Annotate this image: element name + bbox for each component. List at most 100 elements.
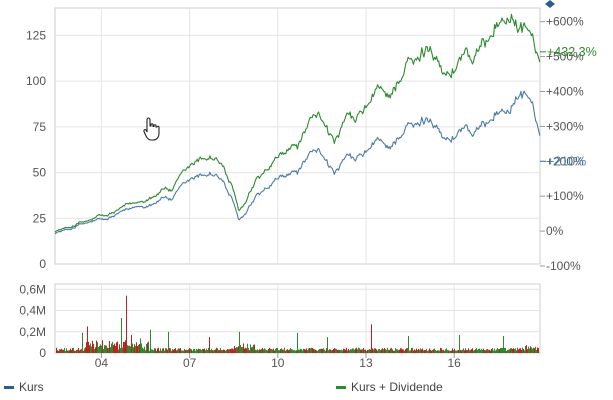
volume-bar [221, 350, 222, 353]
volume-bar [474, 350, 475, 353]
volume-bar [375, 348, 376, 353]
volume-bar [505, 347, 506, 353]
volume-bar [188, 349, 189, 353]
volume-bar [80, 349, 81, 353]
volume-bar [76, 350, 77, 353]
volume-bar [432, 350, 433, 353]
volume-bar [331, 350, 332, 353]
volume-bar [265, 349, 266, 353]
volume-bar [272, 349, 273, 353]
volume-bar [449, 350, 450, 353]
volume-bar [520, 348, 521, 353]
volume-bar [427, 350, 428, 353]
volume-bar [168, 331, 169, 353]
volume-bar [275, 348, 276, 353]
volume-bar [223, 349, 224, 353]
volume-bar [391, 347, 392, 353]
volume-bar [359, 348, 360, 353]
volume-bar [73, 347, 74, 353]
volume-bar [413, 350, 414, 353]
volume-bar [333, 349, 334, 353]
volume-bar [277, 347, 278, 353]
volume-bar [298, 349, 299, 353]
volume-bar [254, 344, 255, 353]
volume-bar [266, 350, 267, 353]
volume-bar [291, 349, 292, 353]
volume-bar [448, 350, 449, 353]
volume-bar [470, 349, 471, 353]
volume-bar [182, 350, 183, 353]
y2-tick-label-500: +500% [546, 50, 584, 64]
volume-bar [458, 349, 459, 353]
annotations: +432,3% +210% [540, 45, 597, 168]
volume-bar [436, 350, 437, 353]
volume-bar [134, 344, 135, 353]
volume-bar [90, 343, 91, 353]
volume-bar [104, 345, 105, 353]
volume-bar [217, 348, 218, 353]
volume-bar [286, 349, 287, 353]
volume-bar [420, 348, 421, 353]
volume-bar [63, 349, 64, 353]
volume-bar [215, 349, 216, 353]
volume-bar [374, 348, 375, 353]
volume-bar [512, 349, 513, 353]
volume-bar [293, 350, 294, 353]
volume-bar [429, 348, 430, 353]
volume-bar [464, 350, 465, 353]
volume-bar [185, 350, 186, 353]
volume-bar [302, 350, 303, 353]
volume-bar [502, 348, 503, 353]
volume-bar [158, 347, 159, 353]
volume-bar [117, 341, 118, 353]
volume-bar [337, 349, 338, 353]
volume-bar [251, 347, 252, 353]
legend-item-kurs[interactable]: Kurs [4, 379, 44, 395]
volume-bar [162, 348, 163, 353]
volume-bar [499, 349, 500, 353]
volume-bar [497, 348, 498, 353]
axes [100, 21, 545, 358]
volume-bar [486, 349, 487, 353]
x-tick-label-13: 13 [359, 356, 373, 370]
volume-bar [489, 349, 490, 353]
legend-label-kurs: Kurs [19, 380, 44, 394]
volume-bar [354, 349, 355, 353]
volume-bar [439, 350, 440, 353]
volume-bar [352, 348, 353, 353]
volume-bar [511, 348, 512, 353]
volume-bar [518, 349, 519, 353]
legend-item-kurs-dividende[interactable]: Kurs + Dividende [336, 379, 443, 395]
volume-bar [481, 348, 482, 353]
volume-bar [154, 348, 155, 353]
volume-bar [442, 350, 443, 353]
volume-bar [165, 348, 166, 353]
volume-bar [166, 348, 167, 353]
volume-bar [244, 348, 245, 353]
volume-bar [218, 350, 219, 353]
volume-bar [65, 350, 66, 353]
volume-bar [200, 349, 201, 353]
volume-bar [193, 348, 194, 353]
volume-bar [386, 349, 387, 353]
volume-bar [114, 343, 115, 353]
series-line-kurs-dividende [54, 13, 541, 233]
volume-bar [108, 347, 109, 353]
volume-bar [211, 348, 212, 353]
volume-bar [187, 350, 188, 353]
volume-bar [289, 349, 290, 353]
volume-bar [340, 350, 341, 353]
volume-bar [338, 349, 339, 353]
volume-bar [430, 349, 431, 353]
volume-bar [295, 350, 296, 353]
volume-bar [112, 341, 113, 353]
y2-tick-label-600: +600% [546, 15, 584, 29]
volume-bar [70, 348, 71, 353]
volume-bar [143, 348, 144, 353]
y2-tick-label-100: +100% [546, 189, 584, 203]
volume-bar [347, 350, 348, 353]
volume-bar [538, 348, 539, 353]
volume-bar [309, 347, 310, 353]
volume-bar [276, 348, 277, 353]
volume-bar [457, 350, 458, 353]
